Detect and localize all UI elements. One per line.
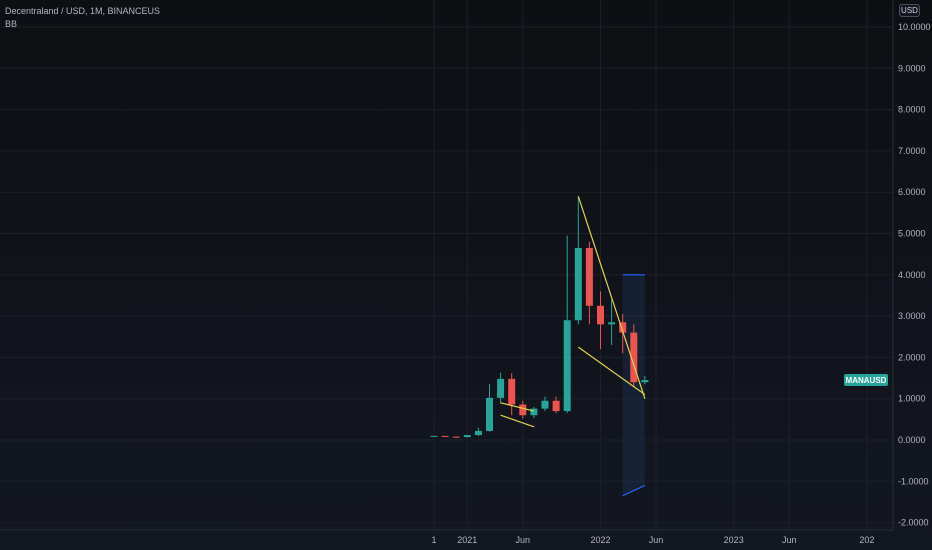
candle-body: [563, 320, 571, 412]
trendline: [577, 196, 646, 399]
price-tick-label: 2.0000: [898, 352, 926, 362]
time-tick-label: 1: [431, 535, 436, 545]
indicator-label[interactable]: BB: [5, 19, 18, 29]
grid: [0, 0, 893, 530]
candle-body: [530, 408, 538, 416]
candle-body: [641, 380, 649, 383]
candle-body: [541, 400, 549, 409]
candle: [552, 396, 560, 414]
candle: [574, 196, 582, 325]
candle: [486, 384, 493, 432]
trendline: [500, 414, 535, 428]
candle: [619, 314, 627, 354]
candle-body: [630, 332, 638, 383]
candle: [641, 375, 649, 385]
candle-body: [441, 435, 449, 437]
candle-body: [452, 436, 460, 438]
price-tick-label: 3.0000: [898, 311, 926, 321]
trendline: [500, 402, 535, 412]
candle: [508, 373, 516, 416]
trendline: [577, 346, 646, 396]
candle: [597, 291, 604, 350]
price-tick-label: -1.0000: [898, 476, 929, 486]
candle: [430, 435, 438, 437]
candle-body: [574, 247, 582, 321]
currency-button[interactable]: USD: [899, 4, 920, 17]
symbol-badge-label: MANAUSD: [846, 376, 887, 385]
price-tick-label: 6.0000: [898, 187, 926, 197]
candle: [497, 372, 505, 404]
time-tick-label: 2023: [724, 535, 744, 545]
time-tick-label: 2021: [457, 535, 477, 545]
candle: [585, 241, 593, 325]
candles: [430, 196, 649, 438]
time-tick-label: 202: [859, 535, 874, 545]
candle-body: [585, 247, 593, 306]
chart-title[interactable]: Decentraland / USD, 1M, BINANCEUS: [5, 6, 161, 16]
time-tick-label: Jun: [782, 535, 797, 545]
price-tick-label: 0.0000: [898, 435, 926, 445]
candle-body: [463, 435, 471, 438]
candle: [519, 400, 527, 419]
price-tick-label: 8.0000: [898, 105, 926, 115]
price-tick-label: 7.0000: [898, 146, 926, 156]
candle-body: [508, 378, 516, 405]
price-tick-label: 1.0000: [898, 394, 926, 404]
candle-body: [486, 397, 493, 431]
candle: [441, 435, 449, 438]
candle: [474, 427, 482, 436]
candle-body: [519, 404, 527, 416]
trendlines: [500, 196, 646, 428]
candle-body: [597, 305, 604, 325]
symbol-price-badge: MANAUSD: [844, 374, 888, 386]
candle-body: [552, 400, 560, 412]
price-tick-label: 5.0000: [898, 229, 926, 239]
band-lower-line: [622, 484, 646, 497]
price-tick-label: 9.0000: [898, 63, 926, 73]
time-tick-label: Jun: [649, 535, 664, 545]
time-scale[interactable]: 1 2021 Jun 2022 Jun 2023 Jun 202: [431, 535, 874, 545]
price-tick-label: 4.0000: [898, 270, 926, 280]
candle-body: [430, 435, 438, 437]
candle-body: [497, 378, 505, 398]
candle: [541, 396, 549, 412]
time-tick-label: 2022: [590, 535, 610, 545]
price-tick-label: 10.0000: [898, 22, 931, 32]
candle: [563, 235, 571, 414]
candle: [463, 435, 471, 438]
candle: [452, 436, 460, 438]
time-tick-label: Jun: [516, 535, 531, 545]
candle-body: [474, 430, 482, 436]
candle-body: [619, 322, 627, 333]
candle-body: [608, 322, 616, 325]
candle: [630, 324, 638, 387]
price-scale[interactable]: 10.0000 9.0000 8.0000 7.0000 6.0000 5.0000 4.0…: [898, 22, 931, 528]
candle: [608, 299, 616, 346]
price-tick-label: -2.0000: [898, 518, 929, 528]
candle: [530, 406, 538, 419]
